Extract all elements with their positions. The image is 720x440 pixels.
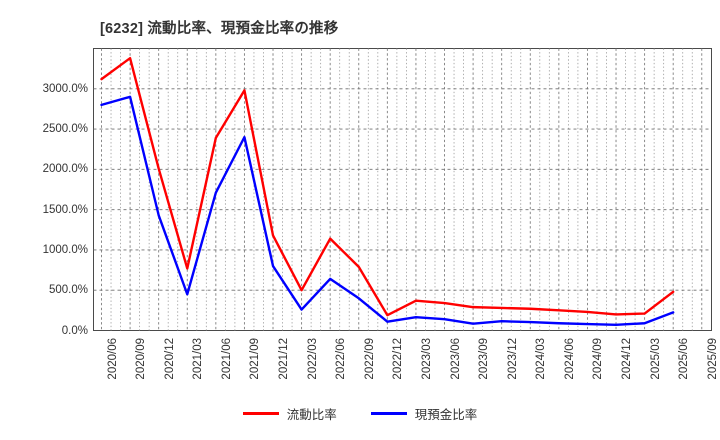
- chart-title: [6232] 流動比率、現預金比率の推移: [100, 21, 339, 37]
- x-tick-label: 2020/06: [106, 338, 119, 380]
- x-tick-label: 2024/03: [535, 338, 548, 380]
- x-tick-label: 2023/06: [449, 338, 462, 380]
- y-tick-label: 1500.0%: [42, 203, 88, 216]
- y-tick-label: 500.0%: [48, 284, 88, 297]
- x-tick-label: 2023/12: [506, 338, 519, 380]
- series-lines: [100, 56, 675, 327]
- legend-entry[interactable]: 流動比率: [242, 404, 337, 423]
- x-tick-label: 2025/09: [706, 338, 719, 380]
- x-tick-label: 2024/06: [563, 338, 576, 380]
- x-tick-label: 2025/03: [649, 338, 662, 380]
- x-tick-label: 2022/03: [306, 338, 319, 380]
- legend-entry[interactable]: 現預金比率: [370, 404, 478, 423]
- legend-label: 現預金比率: [414, 408, 478, 422]
- x-tick-label: 2022/12: [392, 338, 405, 380]
- legend-color-swatch: [370, 412, 407, 415]
- x-tick-label: 2021/12: [278, 338, 290, 380]
- x-tick-label: 2025/06: [678, 338, 691, 380]
- x-tick-label: 2024/09: [592, 338, 605, 380]
- x-tick-label: 2021/03: [192, 338, 205, 380]
- x-tick-label: 2021/09: [249, 338, 262, 380]
- series-line: [100, 56, 675, 317]
- x-tick-label: 2020/09: [135, 338, 148, 380]
- gridlines-major-y: [93, 88, 712, 291]
- y-tick-label: 0.0%: [61, 324, 88, 337]
- x-tick-label: 2021/06: [220, 338, 233, 380]
- x-tick-label: 2020/12: [163, 338, 176, 380]
- chart-legend: 流動比率 現預金比率: [0, 404, 720, 423]
- gridlines-minor: [110, 48, 693, 331]
- gridlines-major-x: [101, 48, 703, 331]
- y-tick-label: 1000.0%: [42, 243, 88, 256]
- y-tick-label: 3000.0%: [42, 82, 88, 95]
- x-tick-label: 2022/06: [335, 338, 348, 380]
- x-tick-label: 2023/03: [420, 338, 433, 380]
- y-tick-label: 2500.0%: [42, 123, 88, 136]
- series-line: [100, 95, 675, 327]
- legend-color-swatch: [242, 412, 279, 415]
- x-tick-label: 2022/09: [363, 338, 376, 380]
- x-tick-label: 2024/12: [621, 338, 634, 380]
- x-tick-label: 2023/09: [478, 338, 491, 380]
- legend-label: 流動比率: [286, 408, 337, 422]
- y-tick-label: 2000.0%: [42, 163, 88, 176]
- plot-area: [93, 48, 712, 331]
- y-axis-tick-labels: 0.0% 500.0% 1000.0% 1500.0% 2000.0% 2500.0% 30…: [0, 0, 88, 440]
